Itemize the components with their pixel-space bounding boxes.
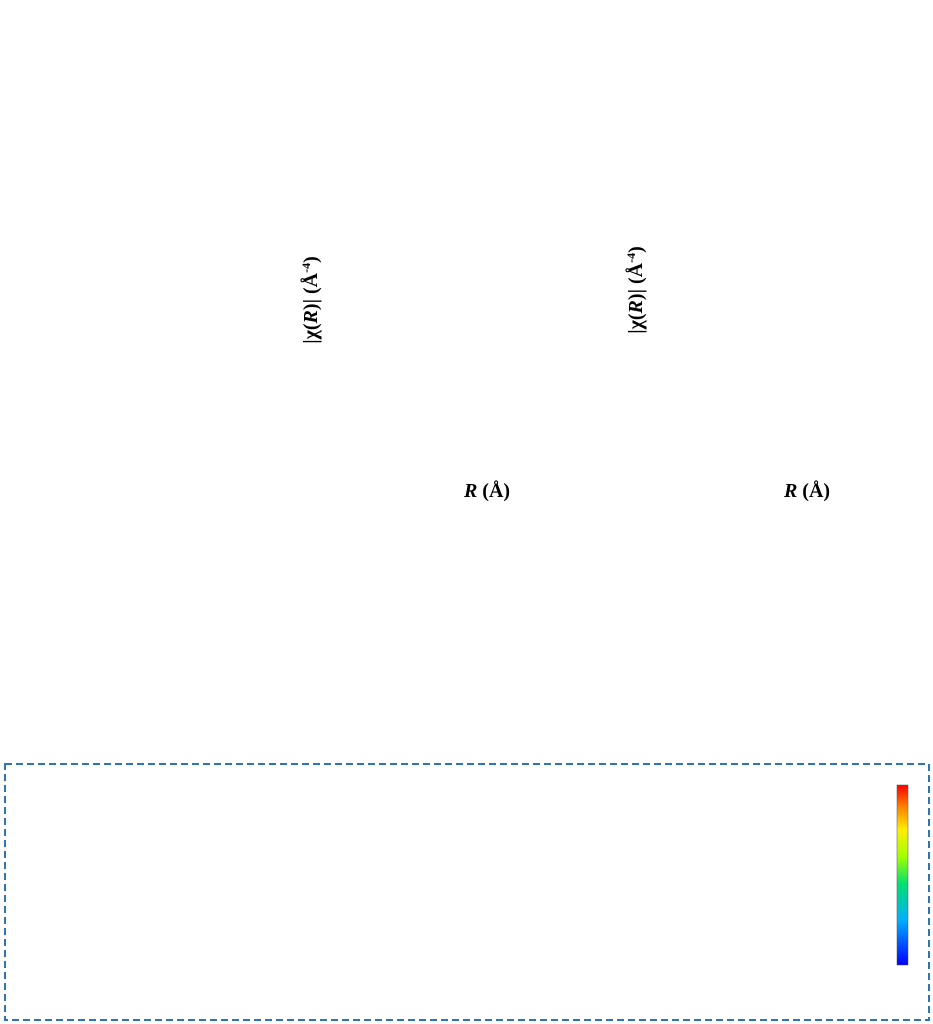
exafs-b-ylabel: |χ(R)| (Å-4) xyxy=(299,256,322,344)
colorbar xyxy=(896,784,909,966)
exafs-b-xlabel: R (Å) xyxy=(463,479,510,502)
exafs-b-ylabel-text: |χ( xyxy=(300,323,322,344)
exafs-c-xlabel: R (Å) xyxy=(783,479,830,502)
exafs-c-ylabel: |χ(R)| (Å-4) xyxy=(624,246,647,334)
structure-frame xyxy=(4,763,930,1021)
